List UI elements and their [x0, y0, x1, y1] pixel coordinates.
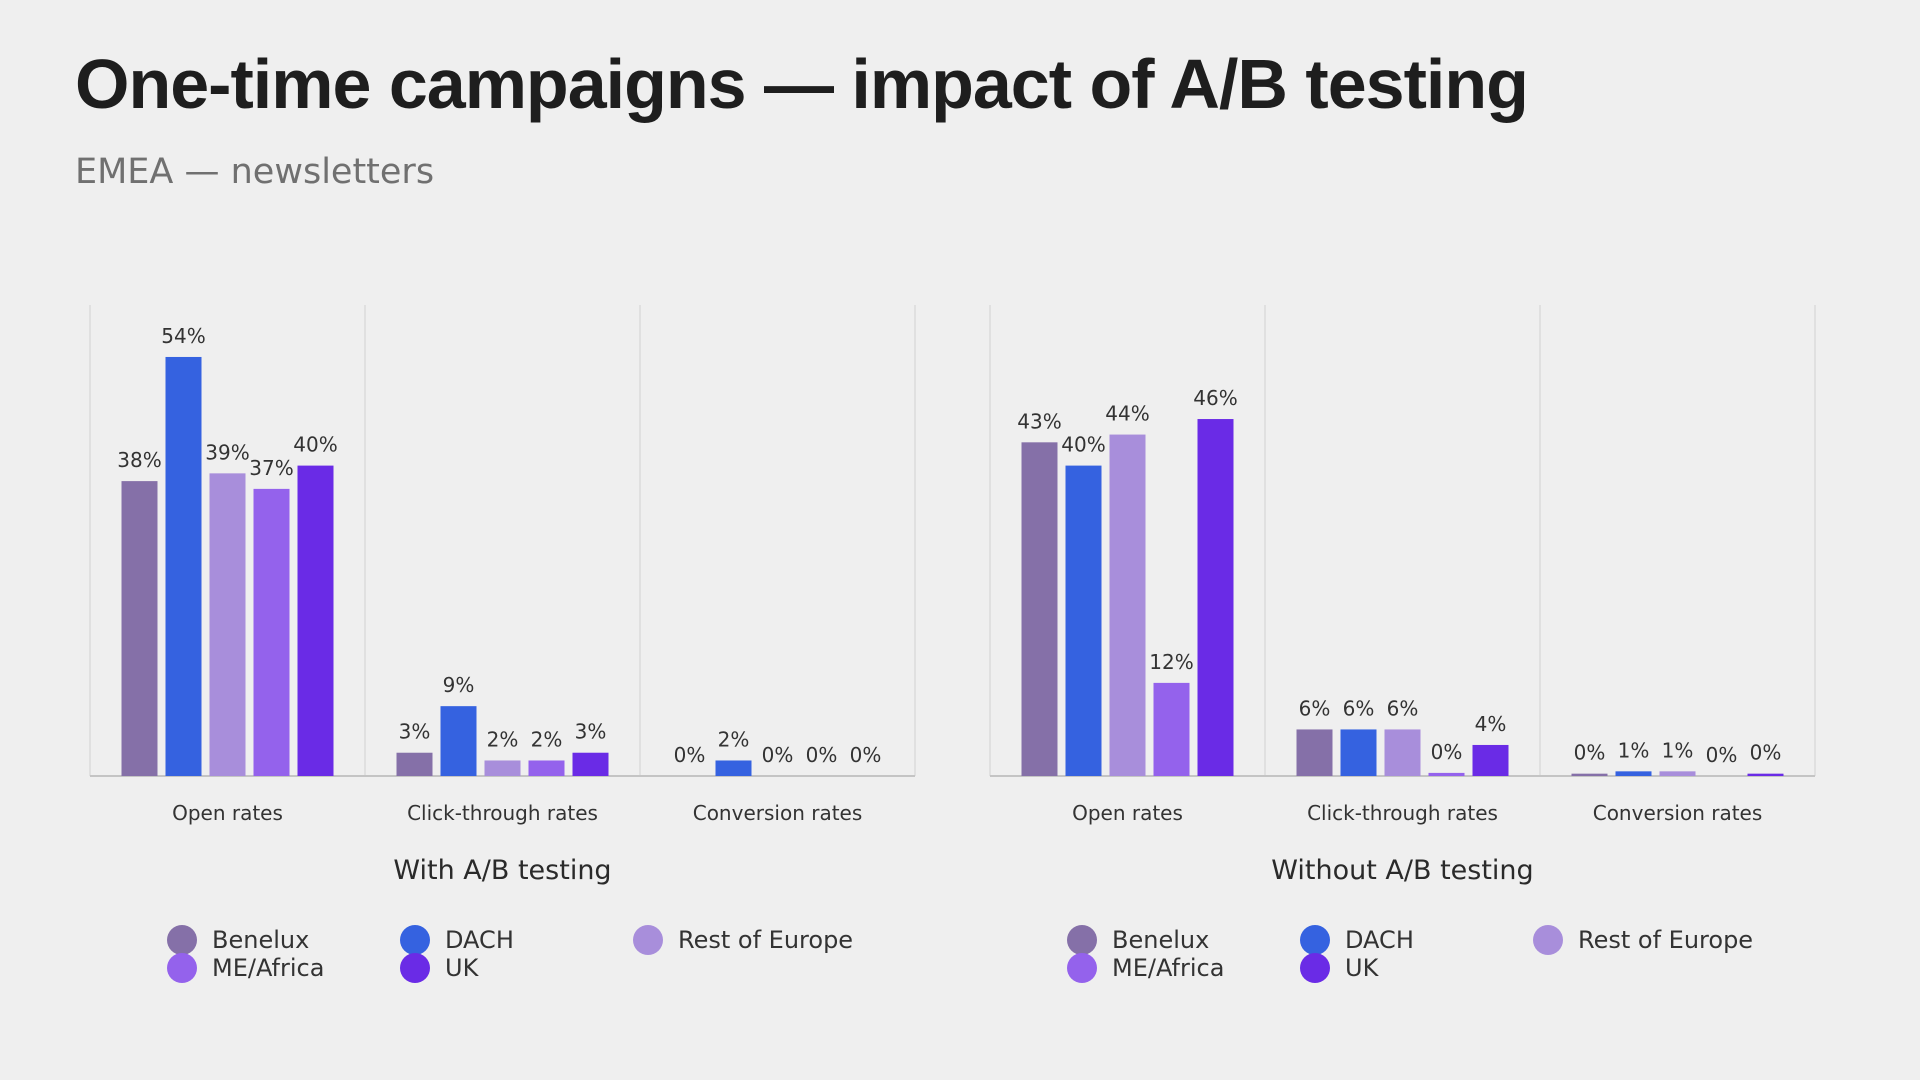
bar-dach-open-rates [165, 356, 202, 776]
legend: Benelux DACH Rest of Europe ME/Africa UK [1067, 925, 1753, 983]
bar-rest-of-europe-click-through-rates [1384, 729, 1421, 776]
data-label-rest-of-europe-open-rates: 44% [1105, 402, 1149, 426]
legend-label-me-africa: ME/Africa [212, 954, 324, 982]
category-label-open-rates: Open rates [172, 801, 283, 825]
data-label-me-africa-conversion-rates: 0% [806, 743, 838, 767]
data-label-uk-conversion-rates: 0% [1750, 741, 1782, 765]
legend-label-uk: UK [1345, 954, 1380, 982]
bar-dach-click-through-rates [440, 706, 477, 776]
data-label-uk-conversion-rates: 0% [850, 743, 882, 767]
legend-label-rest-of-europe: Rest of Europe [1578, 926, 1753, 954]
bar-uk-conversion-rates [1747, 773, 1784, 776]
bar-me-africa-open-rates [1153, 682, 1190, 776]
category-label-click-through-rates: Click-through rates [407, 801, 598, 825]
legend-swatch-uk [1300, 953, 1330, 983]
legend-label-rest-of-europe: Rest of Europe [678, 926, 853, 954]
data-label-benelux-click-through-rates: 6% [1299, 696, 1331, 720]
bar-dach-click-through-rates [1340, 729, 1377, 776]
category-label-conversion-rates: Conversion rates [693, 801, 863, 825]
data-label-me-africa-click-through-rates: 2% [531, 727, 563, 751]
data-label-dach-click-through-rates: 6% [1343, 696, 1375, 720]
bar-benelux-click-through-rates [1296, 729, 1333, 776]
data-label-dach-conversion-rates: 1% [1618, 738, 1650, 762]
data-label-benelux-conversion-rates: 0% [1574, 741, 1606, 765]
data-label-benelux-click-through-rates: 3% [399, 720, 431, 744]
data-label-dach-open-rates: 54% [161, 324, 205, 348]
bar-me-africa-open-rates [253, 488, 290, 776]
bar-benelux-open-rates [1021, 442, 1058, 776]
legend-swatch-rest-of-europe [1533, 925, 1563, 955]
legend: Benelux DACH Rest of Europe ME/Africa UK [167, 925, 853, 983]
bar-benelux-click-through-rates [396, 752, 433, 776]
data-label-uk-open-rates: 46% [1193, 386, 1237, 410]
legend-label-uk: UK [445, 954, 480, 982]
data-label-rest-of-europe-open-rates: 39% [205, 440, 249, 464]
data-label-dach-open-rates: 40% [1061, 433, 1105, 457]
bar-benelux-open-rates [121, 481, 158, 776]
bar-benelux-conversion-rates [1571, 773, 1608, 776]
data-label-me-africa-conversion-rates: 0% [1706, 743, 1738, 767]
legend-swatch-rest-of-europe [633, 925, 663, 955]
chart-panel-without-a-b-testing: 43%40%44% 12% 46% Open rates 6% 6% 6% 0% 4% Click… [989, 305, 1816, 983]
page-subtitle: EMEA — newsletters [75, 152, 435, 192]
category-label-open-rates: Open rates [1072, 801, 1183, 825]
page-title: One-time campaigns — impact of A/B testi… [75, 45, 1529, 123]
bar-dach-conversion-rates [1615, 771, 1652, 776]
legend-swatch-dach [1300, 925, 1330, 955]
data-label-uk-click-through-rates: 4% [1475, 712, 1507, 736]
data-label-rest-of-europe-click-through-rates: 2% [487, 727, 519, 751]
data-label-uk-open-rates: 40% [293, 433, 337, 457]
data-label-benelux-conversion-rates: 0% [674, 743, 706, 767]
category-label-conversion-rates: Conversion rates [1593, 801, 1763, 825]
legend-label-dach: DACH [1345, 926, 1414, 954]
category-label-click-through-rates: Click-through rates [1307, 801, 1498, 825]
legend-swatch-me-africa [167, 953, 197, 983]
legend-label-benelux: Benelux [1112, 926, 1209, 954]
panel-label-with-a-b-testing: With A/B testing [393, 855, 611, 886]
data-label-uk-click-through-rates: 3% [575, 720, 607, 744]
panel-label-without-a-b-testing: Without A/B testing [1271, 855, 1533, 886]
bar-rest-of-europe-open-rates [1109, 434, 1146, 776]
data-label-me-africa-open-rates: 37% [249, 456, 293, 480]
bar-dach-open-rates [1065, 465, 1102, 776]
legend-swatch-uk [400, 953, 430, 983]
data-label-rest-of-europe-conversion-rates: 1% [1662, 738, 1694, 762]
bar-uk-click-through-rates [1472, 744, 1509, 776]
legend-swatch-benelux [1067, 925, 1097, 955]
data-label-dach-click-through-rates: 9% [443, 673, 475, 697]
bar-rest-of-europe-conversion-rates [1659, 771, 1696, 776]
data-label-rest-of-europe-click-through-rates: 6% [1387, 696, 1419, 720]
bar-rest-of-europe-open-rates [209, 473, 246, 776]
legend-label-benelux: Benelux [212, 926, 309, 954]
data-label-me-africa-click-through-rates: 0% [1431, 740, 1463, 764]
legend-label-me-africa: ME/Africa [1112, 954, 1224, 982]
data-label-rest-of-europe-conversion-rates: 0% [762, 743, 794, 767]
bar-uk-click-through-rates [572, 752, 609, 776]
bar-me-africa-click-through-rates [528, 760, 565, 776]
bar-uk-open-rates [1197, 419, 1234, 776]
legend-label-dach: DACH [445, 926, 514, 954]
data-label-benelux-open-rates: 38% [117, 448, 161, 472]
legend-swatch-me-africa [1067, 953, 1097, 983]
data-label-benelux-open-rates: 43% [1017, 409, 1061, 433]
legend-swatch-dach [400, 925, 430, 955]
chart-panel-with-a-b-testing: 38% 54% 39%37%40% Open rates 3% 9% 2% 2% 3% Click… [89, 305, 916, 983]
bar-rest-of-europe-click-through-rates [484, 760, 521, 776]
data-label-me-africa-open-rates: 12% [1149, 650, 1193, 674]
bar-me-africa-click-through-rates [1428, 772, 1465, 776]
legend-swatch-benelux [167, 925, 197, 955]
bar-uk-open-rates [297, 465, 334, 776]
data-label-dach-conversion-rates: 2% [718, 727, 750, 751]
bar-dach-conversion-rates [715, 760, 752, 776]
